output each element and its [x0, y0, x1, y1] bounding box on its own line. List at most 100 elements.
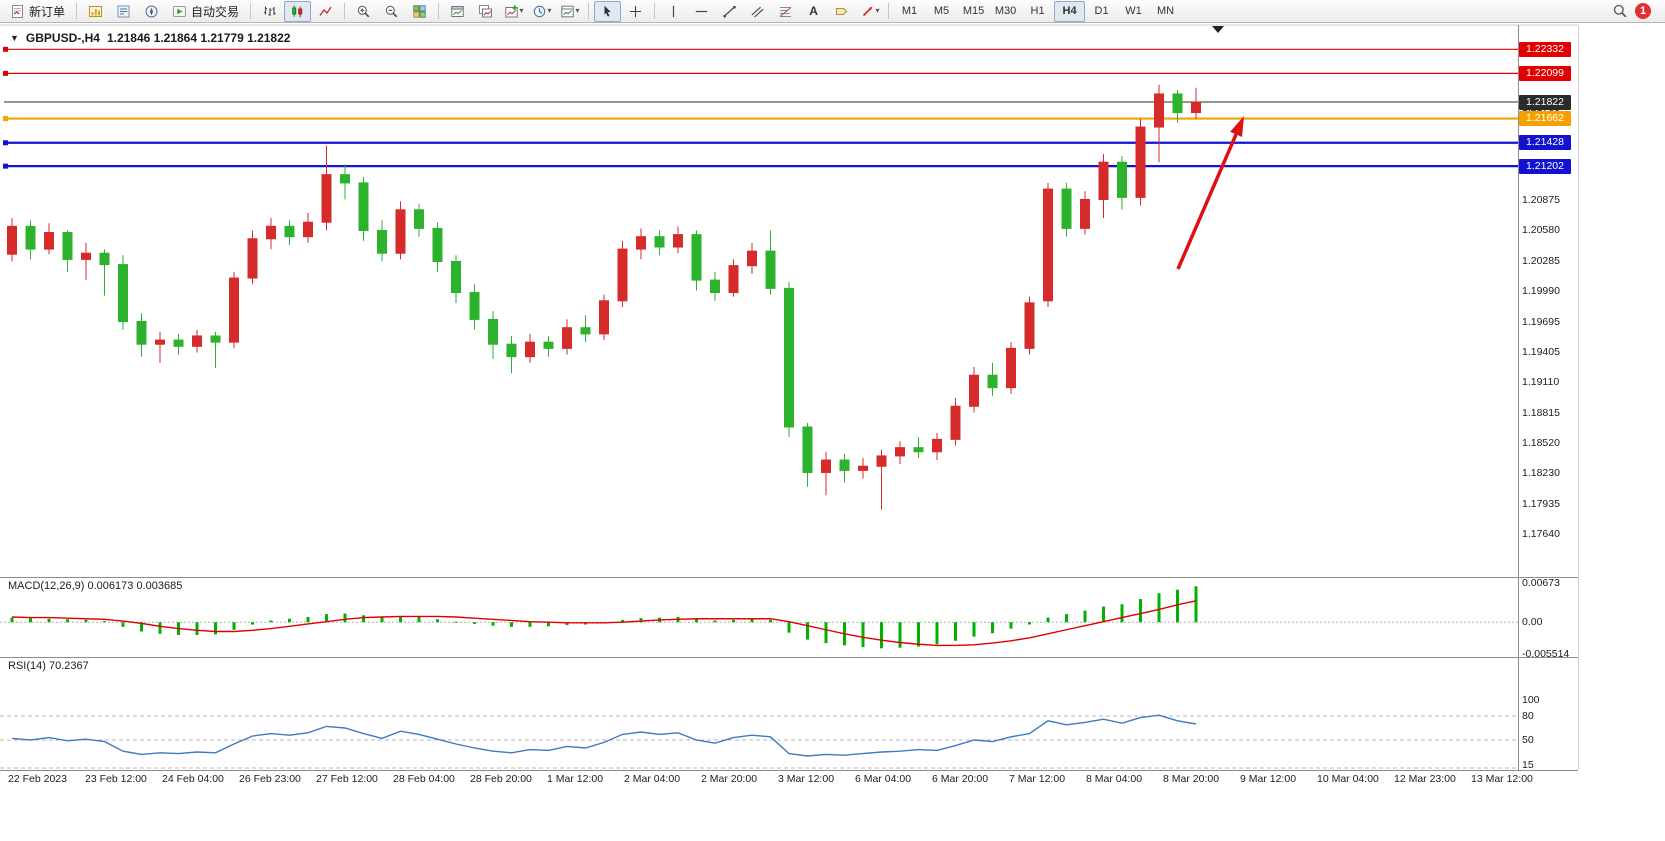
- data-window-button[interactable]: [110, 1, 137, 22]
- new-chart-window-button[interactable]: [444, 1, 471, 22]
- indicators-icon: [504, 4, 518, 17]
- timeframe-w1-button[interactable]: W1: [1125, 5, 1142, 17]
- timeframe-m5-button[interactable]: M5: [933, 5, 950, 17]
- tile-windows-icon: [413, 4, 426, 18]
- time-axis-label: 22 Feb 2023: [8, 773, 67, 785]
- chart-shift-marker[interactable]: [1212, 26, 1224, 33]
- toolbar-separator: [438, 3, 440, 19]
- price-axis-tick: 1.19695: [1522, 315, 1560, 328]
- text-tool-button[interactable]: A: [800, 1, 827, 22]
- templates-button[interactable]: ▾: [556, 1, 583, 22]
- timeframe-d1-button[interactable]: D1: [1094, 5, 1109, 17]
- market-watch-button[interactable]: [82, 1, 109, 22]
- chart-window-icon: [451, 5, 464, 17]
- chart-ohlc-values: 1.21846 1.21864 1.21779 1.21822: [106, 31, 291, 45]
- time-axis-label: 1 Mar 12:00: [547, 773, 604, 785]
- trendline-icon: [723, 5, 736, 17]
- indicators-button[interactable]: ▾: [500, 1, 527, 22]
- rsi-axis-tick: 50: [1522, 734, 1534, 746]
- time-axis-label: 28 Feb 20:00: [470, 773, 532, 785]
- navigator-compass-icon: [145, 5, 158, 17]
- trendline-tool-button[interactable]: [716, 1, 743, 22]
- bar-chart-mode-button[interactable]: [256, 1, 283, 22]
- trend-arrow-annotation[interactable]: [1176, 116, 1244, 270]
- notification-badge[interactable]: 1: [1635, 3, 1651, 19]
- price-axis-tick: 1.19990: [1522, 285, 1560, 298]
- price-axis-tick: 1.18815: [1522, 406, 1560, 419]
- toolbar-separator: [588, 3, 590, 19]
- candlestick-mode-button[interactable]: [284, 0, 312, 22]
- templates-dropdown-caret[interactable]: ▾: [575, 6, 580, 15]
- line-chart-mode-button[interactable]: [312, 1, 339, 22]
- price-line-badge[interactable]: 1.22332: [1519, 41, 1571, 57]
- text-label-tool-button[interactable]: [828, 1, 855, 22]
- zoom-in-icon: [357, 5, 370, 17]
- label-tag-icon: [836, 7, 848, 15]
- vertical-line-tool-button[interactable]: [660, 1, 687, 22]
- price-axis-tick: 1.18230: [1522, 467, 1560, 480]
- macd-axis-tick: 0.00673: [1522, 577, 1560, 590]
- market-watch-icon: [89, 5, 103, 17]
- toolbar-right-tools: 1: [1612, 3, 1661, 19]
- zoom-out-button[interactable]: [378, 1, 405, 22]
- time-axis-label: 8 Mar 04:00: [1086, 773, 1143, 785]
- rsi-line: [11, 714, 1197, 757]
- price-axis-tick: 1.17935: [1522, 497, 1560, 510]
- rsi-name: RSI(14): [8, 660, 46, 672]
- price-line-badge[interactable]: 1.21662: [1519, 111, 1571, 127]
- new-order-icon: [12, 4, 23, 18]
- time-axis-label: 8 Mar 20:00: [1163, 773, 1220, 785]
- timeframe-m1-button[interactable]: M1: [901, 5, 918, 17]
- timeframe-h1-button[interactable]: H1: [1030, 5, 1045, 17]
- new-order-button[interactable]: 新订单: [4, 1, 71, 22]
- symbol-dropdown-icon[interactable]: ▼: [10, 33, 19, 43]
- time-axis-label: 12 Mar 23:00: [1394, 773, 1456, 785]
- crosshair-tool-button[interactable]: [622, 1, 649, 22]
- horizontal-lines-layer: [3, 46, 1518, 169]
- time-axis-label: 10 Mar 04:00: [1317, 773, 1379, 785]
- macd-axis-tick: -0.005514: [1522, 648, 1570, 661]
- price-axis-tick: 1.20580: [1522, 224, 1560, 237]
- time-axis-label: 23 Feb 12:00: [85, 773, 147, 785]
- cursor-tool-button[interactable]: [594, 0, 622, 22]
- channel-tool-button[interactable]: [744, 1, 771, 22]
- auto-trading-button[interactable]: 自动交易: [166, 1, 245, 22]
- chart-profiles-icon: [479, 4, 493, 17]
- time-axis-label: 9 Mar 12:00: [1240, 773, 1297, 785]
- time-axis-label: 24 Feb 04:00: [162, 773, 224, 785]
- new-order-label: 新订单: [29, 4, 66, 19]
- macd-signal-line: [11, 600, 1197, 647]
- timeframe-m30-button[interactable]: M30: [994, 5, 1017, 17]
- macd-main-value: 0.006173: [87, 580, 134, 592]
- chart-profiles-button[interactable]: [472, 1, 499, 22]
- time-axis-label: 3 Mar 12:00: [778, 773, 835, 785]
- price-axis-tick: 1.20875: [1522, 193, 1560, 206]
- indicators-dropdown-caret[interactable]: ▾: [519, 6, 524, 15]
- zoom-in-button[interactable]: [350, 1, 377, 22]
- tile-windows-button[interactable]: [406, 1, 433, 22]
- horizontal-line-tool-button[interactable]: [688, 1, 715, 22]
- arrows-dropdown-caret[interactable]: ▾: [875, 6, 880, 15]
- price-line-badge[interactable]: 1.21428: [1519, 135, 1571, 151]
- channel-icon: [751, 6, 764, 17]
- price-chart-canvas[interactable]: [0, 23, 1665, 841]
- fibonacci-tool-button[interactable]: [772, 1, 799, 22]
- timeframe-mn-button[interactable]: MN: [1156, 5, 1175, 17]
- timeframe-h4-button[interactable]: H4: [1054, 0, 1086, 22]
- periods-button[interactable]: ▾: [528, 1, 555, 22]
- price-line-badge[interactable]: 1.22099: [1519, 65, 1571, 81]
- search-icon[interactable]: [1612, 3, 1628, 19]
- toolbar-separator: [344, 3, 346, 19]
- periods-dropdown-caret[interactable]: ▾: [547, 6, 552, 15]
- clock-icon: [533, 5, 545, 17]
- arrows-tool-button[interactable]: ▾: [856, 1, 883, 22]
- text-tool-icon: A: [809, 4, 818, 18]
- chart-window[interactable]: ▼ GBPUSD-,H4 1.21846 1.21864 1.21779 1.2…: [0, 23, 1665, 841]
- candlestick-icon: [292, 5, 303, 17]
- time-axis-label: 6 Mar 20:00: [932, 773, 989, 785]
- price-axis-tick: 1.19405: [1522, 345, 1560, 358]
- price-line-badge[interactable]: 1.21202: [1519, 158, 1571, 174]
- navigator-button[interactable]: [138, 1, 165, 22]
- timeframe-m15-button[interactable]: M15: [962, 5, 985, 17]
- toolbar-separator: [250, 3, 252, 19]
